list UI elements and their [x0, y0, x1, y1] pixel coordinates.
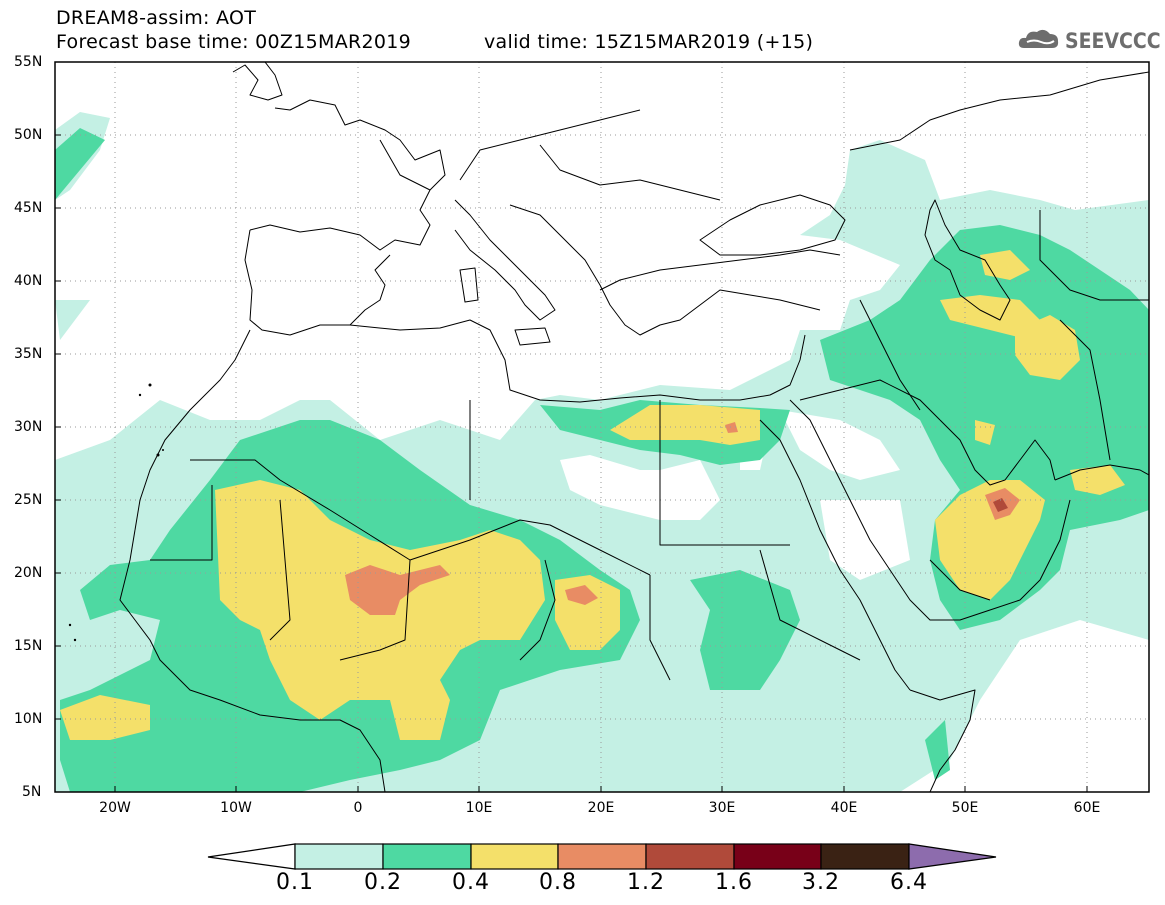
colorbar-label: 0.2 [364, 870, 402, 895]
colorbar-label: 1.2 [627, 870, 665, 895]
lon-label: 50E [951, 800, 979, 816]
lat-label: 25N [14, 492, 43, 508]
colorbar-over-arrow [908, 843, 997, 870]
valid-time: valid time: 15Z15MAR2019 (+15) [484, 31, 814, 53]
lat-label: 40N [14, 273, 43, 289]
colorbar-label: 0.4 [452, 870, 490, 895]
lon-label: 30E [708, 800, 736, 816]
lat-label: 45N [14, 200, 43, 216]
lat-label: 55N [14, 54, 43, 70]
lon-label: 40E [830, 800, 858, 816]
colorbar-swatch-2 [470, 843, 559, 870]
lon-label: 60E [1073, 800, 1101, 816]
lon-label: 20E [587, 800, 615, 816]
lon-label: 20W [99, 800, 131, 816]
lon-label: 0 [353, 800, 363, 816]
axis-ticks [55, 134, 1088, 792]
forecast-base-time: Forecast base time: 00Z15MAR2019 [56, 31, 412, 53]
colorbar-swatch-1 [382, 843, 472, 870]
lat-label: 30N [14, 419, 43, 435]
colorbar-label: 1.6 [715, 870, 753, 895]
map-title: DREAM8-assim: AOT [56, 7, 257, 29]
colorbar-swatch-5 [733, 843, 822, 870]
colorbar-label: 6.4 [890, 870, 928, 895]
colorbar [207, 843, 997, 870]
islands [68, 383, 164, 642]
graticule [55, 62, 1149, 792]
logo-text: SEEVCCC [1065, 29, 1161, 53]
colorbar-swatch-4 [645, 843, 735, 870]
lat-label: 50N [14, 127, 43, 143]
lat-label: 15N [14, 638, 43, 654]
colorbar-label: 3.2 [802, 870, 840, 895]
lat-label: 5N [22, 784, 42, 800]
lon-label: 10W [220, 800, 252, 816]
colorbar-swatch-3 [557, 843, 647, 870]
cloud-logo-icon [1018, 29, 1059, 48]
colorbar-label: 0.1 [276, 870, 314, 895]
coastlines-borders [119, 62, 1149, 792]
colorbar-label: 0.8 [539, 870, 577, 895]
lat-label: 10N [14, 711, 43, 727]
aot-contour-0.8 [345, 422, 1020, 615]
colorbar-swatch-0 [294, 843, 384, 870]
lat-label: 35N [14, 346, 43, 362]
lon-label: 10E [465, 800, 493, 816]
lat-label: 20N [14, 565, 43, 581]
aot-contour-1.2 [993, 498, 1008, 512]
colorbar-swatch-6 [820, 843, 910, 870]
colorbar-under-arrow [207, 843, 296, 870]
